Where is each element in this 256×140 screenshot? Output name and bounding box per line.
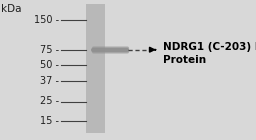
Text: 150 -: 150 - bbox=[34, 15, 59, 25]
Text: 15 -: 15 - bbox=[40, 116, 59, 126]
Bar bbox=[86, 4, 105, 133]
Text: kDa: kDa bbox=[1, 4, 22, 13]
Text: NDRG1 (C-203) Fusion
Protein: NDRG1 (C-203) Fusion Protein bbox=[163, 42, 256, 65]
Text: 37 -: 37 - bbox=[40, 75, 59, 86]
Text: 25 -: 25 - bbox=[40, 96, 59, 107]
Text: 50 -: 50 - bbox=[40, 60, 59, 70]
Text: 75 -: 75 - bbox=[40, 45, 59, 55]
